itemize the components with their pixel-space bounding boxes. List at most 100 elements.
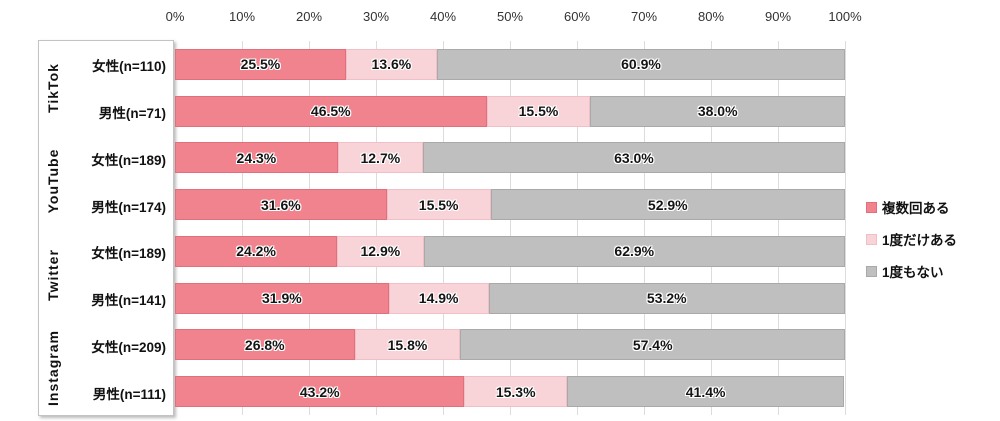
bar-segment: 43.2% [175,376,465,408]
bar-row: 24.2% 12.9% 62.9% [175,235,845,267]
bar-segment-value-label: 26.8% [244,336,285,353]
bar-segment-value-label: 12.9% [360,243,401,260]
legend-swatch [866,265,877,277]
bar-segment: 15.5% [386,189,491,221]
gridline [644,41,645,415]
x-axis-tick-label: 40% [429,9,457,24]
bar-row: 31.6% 15.5% 52.9% [175,189,845,221]
bar-row: 26.8% 15.8% 57.4% [175,329,845,361]
legend-label: 1度もない [882,265,944,280]
x-axis-tick-label: 0% [165,9,185,24]
legend-label: 複数回ある [882,201,950,216]
gridline [711,41,712,415]
gridline [577,41,578,415]
bar-segment: 15.8% [354,329,461,361]
bar-row: 46.5% 15.5% 38.0% [175,95,845,127]
gridline [443,41,444,415]
x-axis-tick-label: 30% [362,9,390,24]
row-label: 女性(n=189) [91,152,166,168]
x-axis-tick-label: 50% [496,9,524,24]
bar-row: 43.2% 15.3% 41.4% [175,376,845,408]
row-label: 女性(n=110) [92,59,166,75]
bar-segment-value-label: 53.2% [646,290,687,307]
bar-segment: 14.9% [388,282,489,314]
x-axis-tick-label: 70% [630,9,658,24]
bar-row: 31.9% 14.9% 53.2% [175,282,845,314]
bar-segment: 15.3% [464,376,567,408]
bar-segment: 46.5% [175,95,487,127]
category-label-box: TikTok 女性(n=110) 男性(n=71) YouTube 女性(n=189) 男… [38,40,174,416]
bar-segment: 12.7% [337,142,423,174]
bar-segment-value-label: 15.5% [418,196,459,213]
bar-segment-value-label: 15.8% [387,336,428,353]
x-axis-tick-label: 10% [228,9,256,24]
bar-segment: 25.5% [175,48,346,80]
x-axis-tick-label: 20% [295,9,323,24]
legend-swatch [866,233,877,245]
bar-segment-value-label: 13.6% [371,56,412,73]
bar-segment-value-label: 25.5% [240,56,281,73]
bar-segment-value-label: 60.9% [621,56,661,73]
platform-group-label: Instagram [45,330,61,406]
bar-segment-value-label: 46.5% [310,103,351,120]
gridline [309,41,310,415]
x-axis-tick-label: 100% [828,9,862,24]
platform-group-label-text: YouTube [45,148,61,214]
x-axis-tick-label: 90% [764,9,792,24]
bar-segment: 41.4% [566,376,845,408]
bar-segment-value-label: 31.9% [262,290,302,307]
bar-segment-value-label: 38.0% [697,103,738,120]
bar-segment: 63.0% [422,142,845,174]
legend-swatch [866,201,877,213]
platform-group-label-text: TikTok [45,62,61,113]
bar-segment: 57.4% [460,329,845,361]
row-label: 男性(n=141) [91,293,166,309]
bar-segment-value-label: 63.0% [614,149,654,166]
bar-segment: 38.0% [590,95,845,127]
bar-segment-value-label: 12.7% [360,149,401,166]
gridline [242,41,243,415]
legend: 複数回ある 1度だけある 1度もない [866,197,957,293]
legend-item: 1度だけある [866,229,957,249]
bar-segment: 31.9% [175,282,389,314]
bar-segment-value-label: 24.3% [236,149,277,166]
row-label: 女性(n=189) [91,246,166,262]
bar-segment-value-label: 15.5% [518,103,559,120]
row-label: 男性(n=111) [92,386,166,402]
x-axis-tick-label: 60% [563,9,591,24]
bar-segment: 15.5% [486,95,591,127]
bar-segment: 31.6% [175,189,387,221]
bar-segment: 62.9% [423,235,845,267]
bar-segment-value-label: 41.4% [685,383,726,400]
gridline [778,41,779,415]
platform-group-label: YouTube [45,149,61,214]
bar-segment-value-label: 43.2% [299,383,340,400]
platform-group-label: TikTok [45,63,61,113]
bar-row: 25.5% 13.6% 60.9% [175,48,845,80]
legend-label: 1度だけある [882,233,958,248]
gridline [845,41,846,415]
row-label: 男性(n=174) [91,199,166,215]
gridline [510,41,511,415]
gridline [376,41,377,415]
legend-item: 1度もない [866,261,957,281]
x-axis-tick-label: 80% [697,9,725,24]
bar-segment-value-label: 57.4% [632,336,673,353]
bar-segment-value-label: 62.9% [614,243,655,260]
bar-segment-value-label: 15.3% [495,383,536,400]
row-label: 女性(n=209) [91,339,166,355]
bar-segment-value-label: 31.6% [261,196,301,213]
platform-group-label-text: Twitter [45,248,61,301]
bar-segment-value-label: 14.9% [418,290,459,307]
bar-segment: 60.9% [436,48,845,80]
bar-segment: 13.6% [345,48,437,80]
bar-segment: 12.9% [337,235,424,267]
bar-segment-value-label: 52.9% [647,196,688,213]
bar-segment: 24.3% [175,142,338,174]
platform-group-label: Twitter [45,249,61,301]
bar-segment: 52.9% [490,189,845,221]
bar-segment-value-label: 24.2% [236,243,276,260]
bar-segment: 53.2% [488,282,845,314]
legend-item: 複数回ある [866,197,957,217]
